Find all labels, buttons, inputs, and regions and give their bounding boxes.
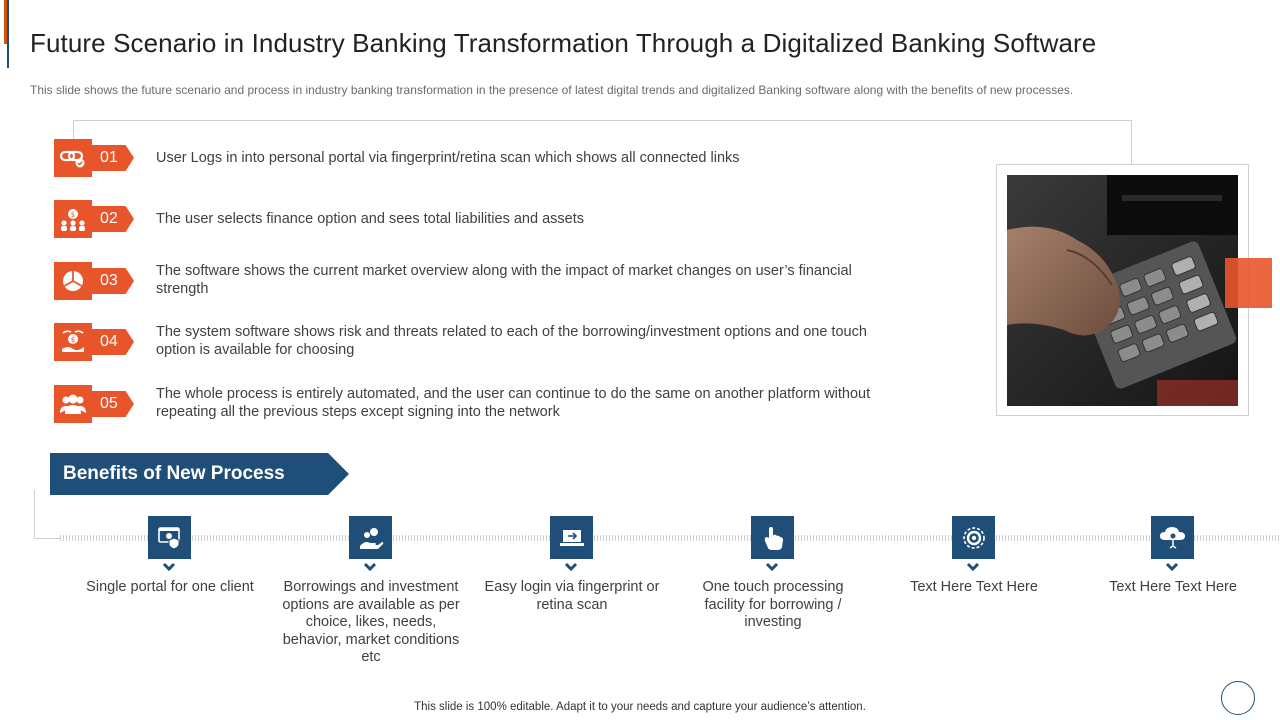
benefit-text: Easy login via fingerprint or retina sca… — [484, 579, 660, 613]
portal-icon — [148, 516, 191, 559]
benefit-text: Text Here Text Here — [910, 579, 1038, 595]
gear-icon — [952, 516, 995, 559]
step-number: 05 — [92, 391, 134, 417]
chevron-down-icon — [1165, 562, 1179, 572]
chevron-down-icon — [363, 562, 377, 572]
people-money-icon: $ — [54, 200, 92, 238]
hand-coin-icon: $ — [54, 323, 92, 361]
team-icon — [54, 385, 92, 423]
benefit-text: One touch processing facility for borrow… — [702, 579, 844, 631]
cloud-settings-icon — [1151, 516, 1194, 559]
benefit-text: Text Here Text Here — [1109, 579, 1237, 595]
step-text: The system software shows risk and threa… — [156, 324, 867, 358]
chevron-down-icon — [765, 562, 779, 572]
step-number: 04 — [92, 329, 134, 355]
frame-line — [34, 490, 35, 538]
title-accent-bar — [4, 0, 7, 44]
benefit-text: Borrowings and investment options are av… — [282, 579, 460, 666]
page-subtitle: This slide shows the future scenario and… — [30, 83, 1074, 97]
step-text: The user selects finance option and sees… — [156, 211, 584, 227]
page-title: Future Scenario in Industry Banking Tran… — [30, 28, 1097, 58]
step-number: 02 — [92, 206, 134, 232]
frame-line — [34, 538, 64, 539]
chevron-down-icon — [564, 562, 578, 572]
step-number: 03 — [92, 268, 134, 294]
step-text: The software shows the current market ov… — [156, 263, 852, 297]
svg-text:$: $ — [71, 211, 75, 219]
orange-accent-block — [1225, 258, 1272, 308]
benefits-heading: Benefits of New Process — [50, 453, 349, 495]
chevron-down-icon — [966, 562, 980, 572]
frame-line — [1131, 120, 1132, 166]
benefits-timeline — [60, 535, 1280, 541]
step-number: 01 — [92, 145, 134, 171]
nav-circle-button[interactable] — [1221, 681, 1255, 715]
step-text: The whole process is entirely automated,… — [156, 386, 871, 420]
benefit-text: Single portal for one client — [86, 579, 254, 595]
frame-line — [73, 120, 1131, 121]
title-accent-line — [7, 0, 9, 68]
pie-chart-icon — [54, 262, 92, 300]
footer-note: This slide is 100% editable. Adapt it to… — [414, 701, 866, 713]
chain-link-icon — [54, 139, 92, 177]
chevron-down-icon — [162, 562, 176, 572]
atm-keypad-photo — [1007, 175, 1238, 406]
investment-icon — [349, 516, 392, 559]
svg-text:$: $ — [71, 336, 75, 344]
step-text: User Logs in into personal portal via fi… — [156, 150, 740, 166]
touch-hand-icon — [751, 516, 794, 559]
frame-line — [73, 120, 74, 140]
laptop-login-icon — [550, 516, 593, 559]
